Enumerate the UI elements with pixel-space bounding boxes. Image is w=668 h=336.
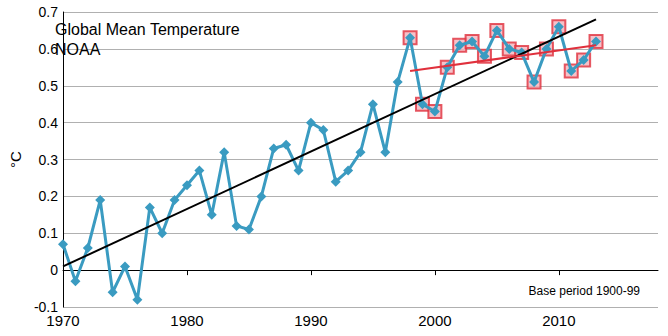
svg-text:0.3: 0.3 [39, 152, 59, 168]
svg-text:Base period 1900-99: Base period 1900-99 [529, 284, 641, 298]
svg-text:0: 0 [50, 262, 58, 278]
svg-text:Global Mean Temperature: Global Mean Temperature [55, 21, 240, 38]
svg-text:0.1: 0.1 [39, 225, 59, 241]
svg-text:0.6: 0.6 [38, 40, 58, 57]
svg-text:0.2: 0.2 [39, 188, 59, 204]
svg-text:0.5: 0.5 [39, 78, 59, 94]
svg-text:2010: 2010 [542, 312, 575, 329]
svg-text:1970: 1970 [46, 312, 79, 329]
svg-text:1990: 1990 [294, 312, 327, 329]
svg-text:1980: 1980 [170, 312, 203, 329]
svg-text:°C: °C [7, 151, 24, 168]
svg-text:0.7: 0.7 [39, 4, 59, 20]
svg-text:-0.1: -0.1 [33, 299, 58, 315]
svg-text:NOAA: NOAA [55, 41, 101, 58]
svg-text:0.4: 0.4 [39, 115, 59, 131]
svg-text:2000: 2000 [418, 312, 451, 329]
